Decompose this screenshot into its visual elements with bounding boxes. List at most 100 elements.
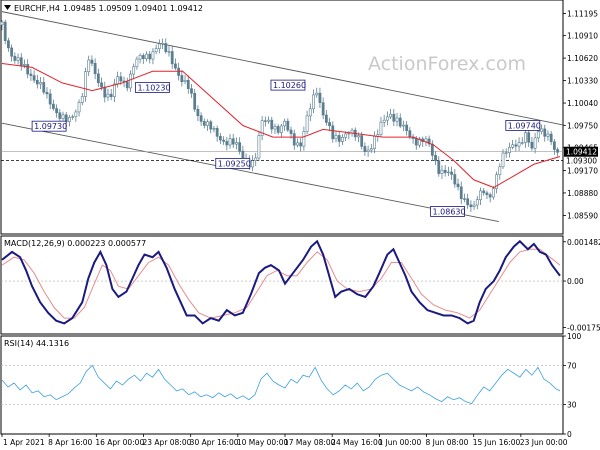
candle-body [373, 136, 376, 150]
candle-body [164, 43, 168, 52]
candle-body [504, 152, 508, 154]
candle-body [215, 128, 219, 137]
level-box [270, 79, 306, 91]
candle-body [3, 21, 7, 42]
macd-panel-frame [0, 235, 564, 335]
candle-body [119, 76, 123, 82]
candle-body [427, 138, 431, 145]
candle-body [437, 160, 441, 174]
candle-body [48, 93, 52, 105]
candle-body [228, 138, 232, 146]
candle-body [389, 113, 392, 118]
candle-body [186, 80, 190, 89]
candle-body [324, 114, 328, 123]
candle-body [289, 129, 293, 134]
candle-body [479, 190, 482, 200]
y-tick-label: 1.10330 [567, 77, 598, 86]
candle-body [58, 112, 62, 119]
rsi-y-axis: 100 70 30 0 [563, 332, 582, 439]
candle-body [209, 121, 213, 130]
candle-body [466, 198, 470, 206]
candle-body [341, 136, 344, 142]
candle-body [536, 131, 540, 139]
candle-body [408, 130, 412, 138]
candle-body [7, 40, 10, 49]
current-price-tag: 1.09412 [564, 146, 598, 157]
candle-body [270, 119, 274, 130]
candle-body [334, 135, 338, 140]
y-tick-label: 70 [567, 361, 577, 370]
y-tick-label: -0.001754 [567, 323, 600, 332]
candle-body [241, 150, 245, 160]
candle-body [154, 48, 158, 53]
candle-body [357, 135, 360, 138]
x-tick-label: 1 Jun 00:00 [378, 438, 421, 447]
macd-signal-line [1, 248, 561, 319]
candle-body [19, 57, 23, 66]
candle-body [302, 131, 306, 147]
candle-body [485, 192, 489, 195]
candle-body [366, 149, 370, 152]
level-value: 1.09740 [508, 121, 541, 130]
watermark: ActionForex.com [368, 53, 526, 75]
candle-body [80, 96, 84, 103]
candle-body [71, 116, 75, 118]
level-box [430, 206, 465, 217]
candle-body [193, 92, 197, 110]
candle-body [167, 51, 171, 53]
candle-body [469, 204, 473, 208]
candle-body [222, 139, 225, 142]
candle-body [382, 119, 386, 123]
rsi-reference-lines [1, 365, 563, 405]
macd-title: MACD(12,26,9) 0.000223 0.000577 [4, 239, 146, 248]
candle-body [206, 121, 209, 126]
triangle-down-icon [4, 5, 11, 10]
candle-body [398, 117, 402, 127]
candle-body [254, 157, 258, 161]
candle-body [385, 116, 389, 121]
x-tick-label: 15 Jun 16:00 [473, 438, 521, 447]
candle-body [363, 146, 367, 152]
candle-body [170, 51, 174, 65]
candle-body [520, 142, 524, 144]
candle-body [450, 171, 454, 175]
candle-body [395, 117, 399, 122]
x-tick-label: 16 Apr 00:00 [95, 438, 144, 447]
y-tick-label: 1.08590 [567, 211, 598, 220]
candle-body [61, 114, 65, 119]
candle-body [321, 102, 325, 116]
x-tick-label: 8 Apr 16:00 [48, 438, 92, 447]
level-labels: 1.10230 1.09730 1.10260 1.09250 1.09740 1.086… [31, 79, 541, 217]
candle-body [116, 76, 120, 85]
candle-body [280, 125, 283, 133]
candle-body [446, 171, 450, 174]
candle-body [64, 114, 68, 122]
candle-body [16, 57, 20, 61]
channel-lines [1, 11, 567, 223]
candle-body [55, 108, 58, 114]
candle-body [231, 138, 235, 145]
candle-body [0, 21, 4, 26]
candle-body [68, 117, 71, 122]
candle-body [552, 141, 556, 150]
candle-body [491, 188, 495, 198]
candle-body [32, 75, 36, 81]
candles [0, 19, 559, 213]
candle-body [174, 63, 177, 69]
candle-body [305, 115, 309, 132]
candle-body [161, 43, 164, 45]
rsi-line [1, 364, 561, 405]
level-box [31, 120, 67, 132]
candle-body [251, 160, 254, 168]
y-tick-label: 30 [567, 401, 577, 410]
candle-body [235, 142, 238, 145]
level-label: 1.10230 [135, 82, 171, 93]
level-label: 1.10260 [270, 79, 306, 91]
candle-body [286, 120, 290, 131]
candle-body [190, 88, 193, 94]
candle-body [379, 121, 383, 135]
candle-body [276, 126, 280, 133]
candle-body [84, 71, 87, 97]
level-label: 1.08630 [430, 206, 466, 217]
macd-y-axis: 0.001482 0.00 -0.001754 [563, 238, 600, 332]
